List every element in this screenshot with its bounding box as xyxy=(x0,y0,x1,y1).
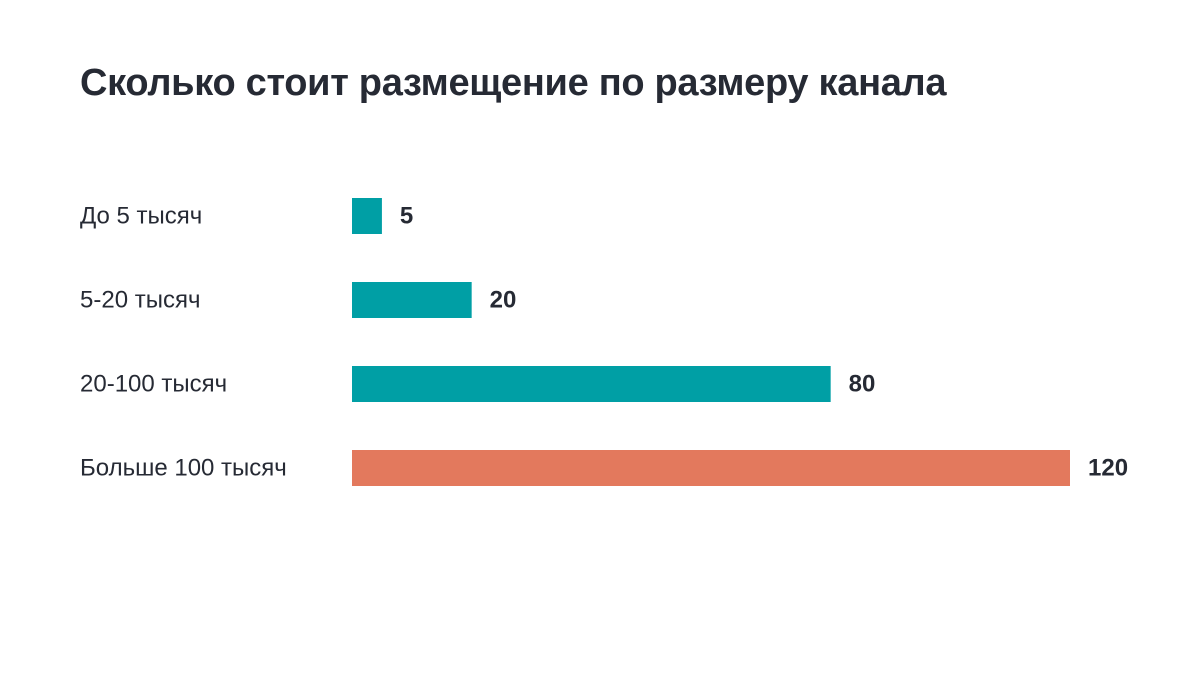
category-label: 5-20 тысяч xyxy=(80,287,200,314)
bars-layer: До 5 тысяч 5 5-20 тысяч 20 20-100 тысяч 80 Бол… xyxy=(80,198,1128,486)
chart-title: Сколько стоит размещение по размеру кана… xyxy=(80,62,947,104)
bar xyxy=(352,282,472,318)
bar xyxy=(352,198,382,234)
bar-row: До 5 тысяч 5 xyxy=(80,198,413,234)
category-label: До 5 тысяч xyxy=(80,203,202,230)
value-label: 20 xyxy=(490,287,517,314)
bar-row: 20-100 тысяч 80 xyxy=(80,366,875,402)
bar-row: 5-20 тысяч 20 xyxy=(80,282,516,318)
value-label: 120 xyxy=(1088,455,1128,482)
value-label: 80 xyxy=(849,371,876,398)
bar xyxy=(352,450,1070,486)
category-label: Больше 100 тысяч xyxy=(80,455,287,482)
bar-row: Больше 100 тысяч 120 xyxy=(80,450,1128,486)
bar xyxy=(352,366,831,402)
category-label: 20-100 тысяч xyxy=(80,371,227,398)
value-label: 5 xyxy=(400,203,413,230)
